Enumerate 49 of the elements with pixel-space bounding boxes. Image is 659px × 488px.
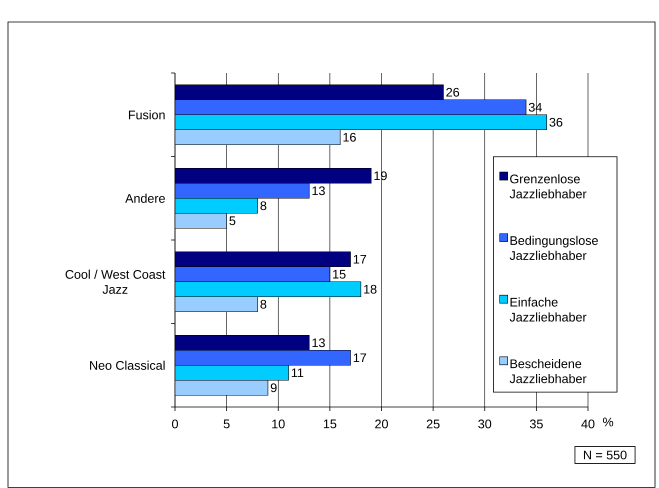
data-label: 5 (229, 216, 236, 226)
x-tick-label: 40 (581, 420, 594, 428)
bar (175, 129, 340, 146)
y-tick-label: Neo Classical (90, 360, 165, 370)
data-label: 18 (364, 284, 377, 294)
bar (175, 380, 268, 396)
legend-label: Bescheidene Jazzliebhaber (510, 359, 586, 384)
data-label: 13 (312, 186, 325, 196)
x-tick-label: 35 (530, 420, 543, 428)
x-tick-label: 5 (224, 420, 230, 428)
bar (175, 99, 526, 116)
y-tick-label: Andere (125, 194, 165, 203)
bar (175, 114, 547, 130)
bar (175, 212, 227, 229)
x-tick-label: 15 (324, 420, 336, 428)
data-label: 17 (354, 353, 366, 362)
legend-label: Einfache Jazzliebhaber (510, 297, 586, 322)
bar (175, 350, 351, 366)
bar (175, 266, 330, 282)
bar (175, 334, 310, 351)
data-label: 8 (260, 201, 266, 210)
legend-label: Bedingungslose Jazzliebhaber (510, 236, 598, 260)
data-label: 9 (270, 383, 277, 392)
legend-label: Grenzenlose Jazzliebhaber (510, 174, 586, 198)
text: N = 550 (584, 450, 627, 460)
x-tick-label: 20 (375, 420, 388, 428)
x-tick-label: 0 (172, 420, 178, 428)
x-axis-title: % (602, 418, 614, 426)
data-label: 17 (354, 254, 366, 264)
bar (175, 182, 310, 199)
bar (175, 84, 444, 100)
y-tick-label: Cool / West Coast Jazz (66, 270, 166, 294)
data-label: 11 (292, 368, 304, 378)
bar (175, 281, 362, 298)
bar (175, 364, 289, 381)
bar (175, 251, 351, 268)
data-label: 13 (312, 338, 325, 348)
bar (175, 296, 258, 312)
x-tick-label: 10 (272, 420, 285, 428)
bar (175, 168, 372, 184)
x-tick-label: 25 (426, 420, 440, 428)
data-label: 16 (343, 132, 356, 142)
data-label: 15 (333, 270, 346, 279)
data-label: 8 (260, 300, 266, 309)
x-tick-label: 30 (478, 420, 492, 428)
data-label: 36 (549, 118, 562, 127)
data-label: 26 (446, 88, 460, 97)
bar (175, 198, 258, 214)
y-tick-label: Fusion (128, 110, 165, 120)
